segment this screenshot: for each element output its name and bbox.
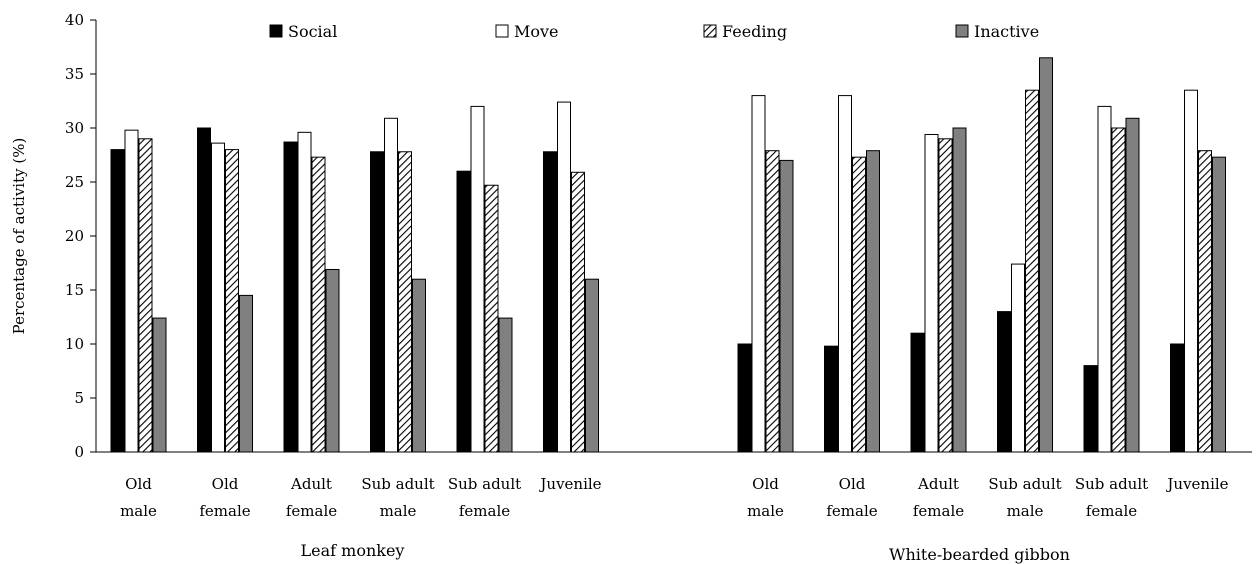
bar-move-2-1	[751, 95, 766, 453]
bar-inactive-1-3	[325, 268, 340, 453]
category-label: Old	[839, 475, 866, 493]
category-label: Old	[212, 475, 239, 493]
bar-inactive-2-5	[1125, 117, 1140, 453]
bar-feeding-2-4	[1025, 89, 1039, 453]
category-label: Juvenile	[1165, 475, 1228, 493]
category-label: Adult	[917, 475, 959, 493]
bar-feeding-1-6	[571, 171, 585, 453]
bar-move-1-3	[297, 131, 312, 453]
category-label: male	[120, 502, 157, 520]
bar-move-1-6	[557, 101, 571, 453]
bar-feeding-1-4	[398, 151, 412, 453]
category-label: Sub adult	[1075, 475, 1148, 493]
bar-move-1-4	[384, 117, 398, 453]
y-tick-label: 15	[65, 281, 84, 299]
bar-feeding-2-2	[852, 156, 866, 453]
category-label: male	[747, 502, 784, 520]
bar-move-2-5	[1097, 105, 1112, 453]
bar-social-1-5	[456, 170, 471, 453]
category-label: female	[1086, 502, 1137, 520]
bar-feeding-2-3	[938, 138, 953, 453]
legend-label-feeding: Feeding	[722, 22, 787, 41]
bar-feeding-2-5	[1111, 127, 1126, 453]
y-tick-label: 0	[74, 443, 84, 461]
bar-social-1-4	[370, 151, 384, 453]
bar-social-2-2	[824, 345, 838, 453]
bar-move-1-1	[124, 129, 139, 453]
bar-move-2-3	[924, 133, 939, 453]
bar-feeding-1-3	[311, 156, 326, 453]
y-tick-label: 30	[65, 119, 84, 137]
bar-inactive-2-3	[952, 127, 967, 453]
bar-move-2-4	[1011, 263, 1025, 453]
bar-feeding-1-5	[484, 184, 499, 453]
legend-label-inactive: Inactive	[974, 22, 1039, 41]
category-label: female	[913, 502, 964, 520]
y-tick-label: 25	[65, 173, 84, 191]
bar-inactive-1-4	[412, 278, 426, 453]
bar-social-1-3	[283, 141, 298, 453]
bar-inactive-1-5	[498, 317, 513, 453]
bar-social-2-1	[737, 343, 752, 453]
y-tick-label: 40	[65, 11, 84, 29]
bar-feeding-2-6	[1198, 150, 1212, 453]
bar-inactive-2-4	[1039, 57, 1053, 453]
category-label: Old	[752, 475, 779, 493]
category-label: male	[1007, 502, 1044, 520]
bar-social-1-2	[197, 127, 211, 453]
legend-label-move: Move	[514, 22, 559, 41]
category-label: male	[380, 502, 417, 520]
bar-inactive-2-6	[1212, 156, 1226, 453]
legend-swatch-feeding	[703, 24, 717, 38]
bar-feeding-1-2	[225, 149, 239, 453]
bar-feeding-2-1	[765, 150, 780, 453]
category-label: Juvenile	[538, 475, 601, 493]
bar-social-2-4	[997, 311, 1011, 453]
category-label: Sub adult	[988, 475, 1061, 493]
bar-inactive-2-1	[779, 159, 794, 453]
bar-social-2-3	[910, 332, 925, 453]
group-label: White-bearded gibbon	[889, 545, 1070, 564]
y-tick-label: 20	[65, 227, 84, 245]
category-label: Old	[125, 475, 152, 493]
bar-social-2-5	[1083, 365, 1098, 453]
legend-label-social: Social	[288, 22, 337, 41]
bar-inactive-1-6	[585, 278, 599, 453]
legend-swatch-move	[495, 24, 509, 38]
category-label: female	[286, 502, 337, 520]
category-label: Adult	[290, 475, 332, 493]
category-label: Sub adult	[448, 475, 521, 493]
bar-inactive-1-1	[152, 317, 167, 453]
y-tick-label: 5	[74, 389, 84, 407]
y-axis-title: Percentage of activity (%)	[10, 138, 28, 335]
bar-move-2-6	[1184, 89, 1198, 453]
bar-move-1-2	[211, 142, 225, 453]
category-label: female	[459, 502, 510, 520]
bar-social-1-1	[110, 149, 125, 453]
bar-feeding-1-1	[138, 138, 153, 453]
category-label: female	[199, 502, 250, 520]
bar-inactive-1-2	[239, 294, 253, 453]
category-label: female	[826, 502, 877, 520]
bar-move-1-5	[470, 105, 485, 453]
bar-inactive-2-2	[866, 150, 880, 453]
legend-swatch-inactive	[955, 24, 969, 38]
bar-social-1-6	[543, 151, 557, 453]
category-label: Sub adult	[361, 475, 434, 493]
bar-social-2-6	[1170, 343, 1184, 453]
y-tick-label: 10	[65, 335, 84, 353]
bar-move-2-2	[838, 95, 852, 453]
legend-swatch-social	[269, 24, 283, 38]
y-tick-label: 35	[65, 65, 84, 83]
group-label: Leaf monkey	[301, 541, 405, 560]
